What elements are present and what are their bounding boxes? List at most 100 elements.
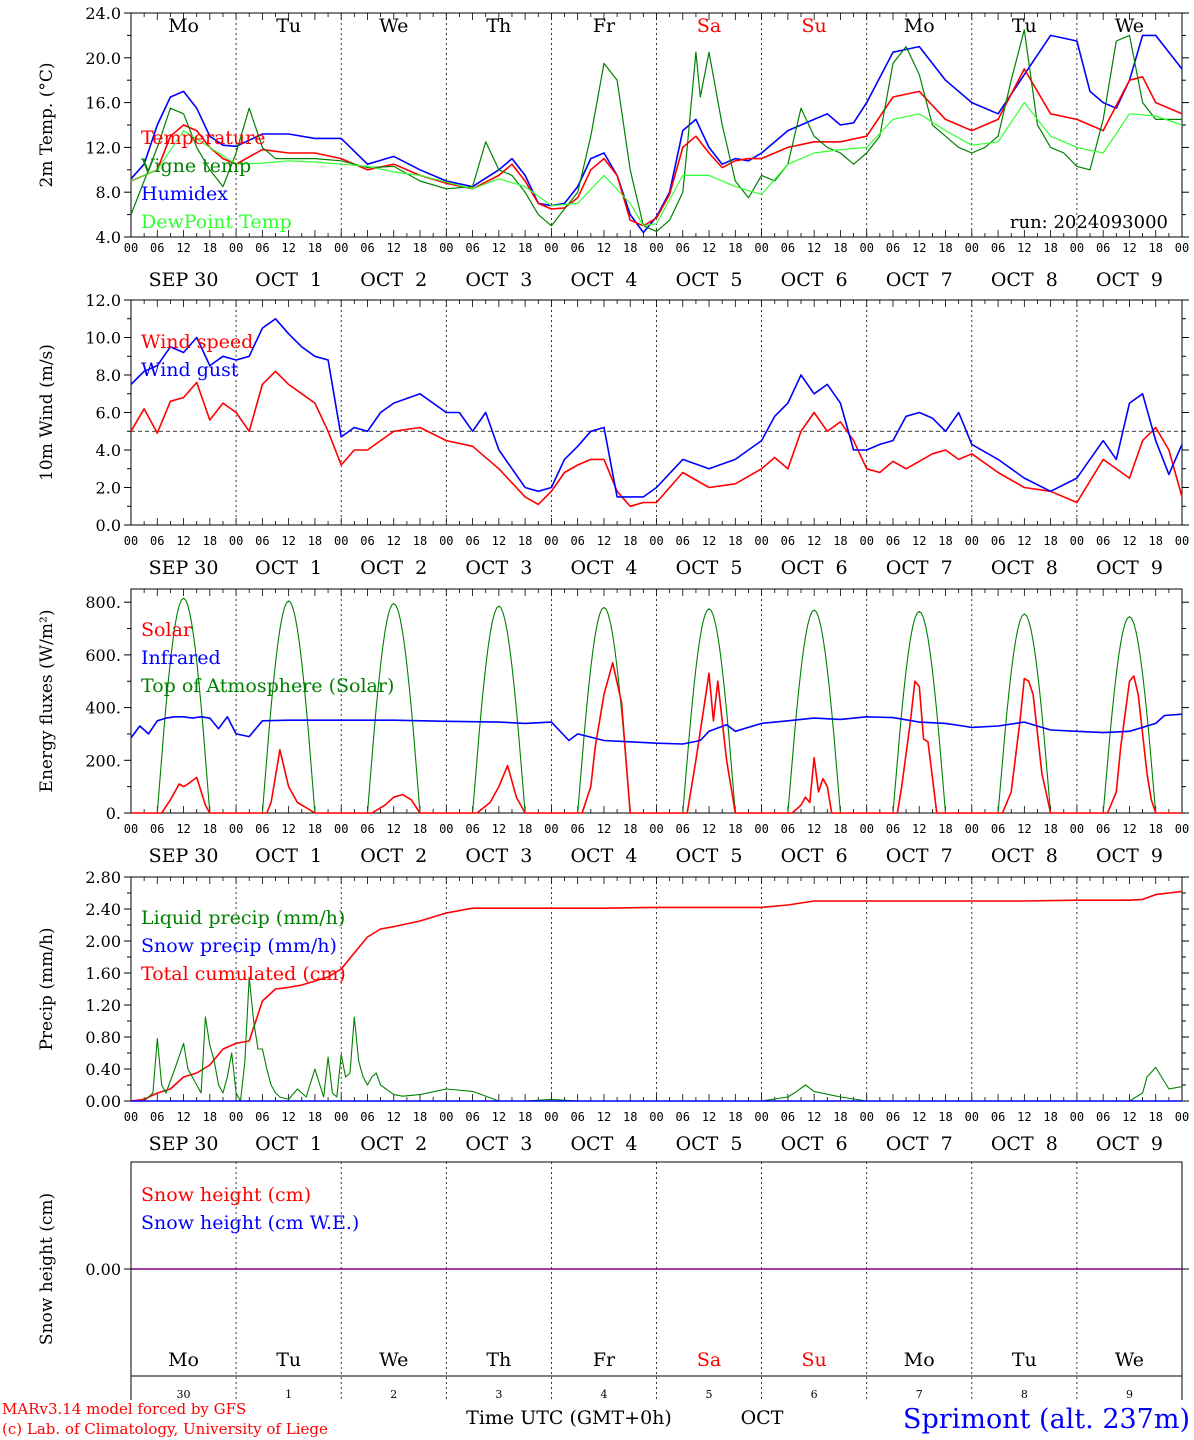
hour-tick-label: 12 [597, 1110, 611, 1124]
y-tick-label: 24.0 [85, 4, 121, 23]
date-label: OCT 8 [991, 557, 1058, 579]
hour-tick-label: 18 [938, 241, 952, 255]
month-label: OCT [741, 1407, 784, 1429]
hour-tick-label: 12 [597, 534, 611, 548]
hour-tick-label: 18 [623, 534, 637, 548]
hour-tick-label: 06 [781, 1110, 795, 1124]
hour-tick-label: 00 [859, 534, 873, 548]
hour-tick-label: 18 [518, 241, 532, 255]
hour-tick-label: 06 [886, 822, 900, 836]
date-label: OCT 6 [781, 1133, 848, 1155]
date-label: OCT 4 [570, 557, 637, 579]
date-label: OCT 3 [465, 269, 532, 291]
hour-tick-label: 00 [439, 1110, 453, 1124]
hour-tick-label: 12 [702, 1110, 716, 1124]
day-number: 30 [177, 1388, 191, 1401]
hour-tick-label: 00 [965, 241, 979, 255]
hour-tick-label: 12 [1122, 241, 1136, 255]
hour-tick-label: 12 [281, 241, 295, 255]
date-label: OCT 2 [360, 269, 427, 291]
series-line-infrared [130, 713, 1183, 745]
hour-tick-label: 06 [150, 241, 164, 255]
y-tick-label: 0.00 [85, 1092, 121, 1111]
hour-tick-label: 00 [334, 241, 348, 255]
date-label: OCT 1 [255, 557, 322, 579]
series-line-temperature [130, 68, 1183, 227]
legend-entry: Liquid precip (mm/h) [141, 907, 345, 929]
legend-entry: Top of Atmosphere (Solar) [141, 675, 394, 697]
hour-tick-label: 00 [965, 534, 979, 548]
y-tick-label: 20.0 [85, 49, 121, 68]
series-line-solar [131, 662, 1182, 814]
legend-entry: Snow height (cm) [141, 1184, 311, 1206]
hour-tick-label: 06 [255, 534, 269, 548]
chart-panel-4: 0.00 0.40 0.80 1.20 1.60 2.00 2.40 2.80 Precip (… [37, 868, 1189, 1155]
hour-tick-label: 12 [702, 822, 716, 836]
date-label: OCT 9 [1096, 1133, 1163, 1155]
day-name: Tu [1012, 15, 1037, 37]
day-name: Su [802, 1349, 827, 1371]
hour-tick-label: 18 [728, 1110, 742, 1124]
hour-tick-label: 18 [623, 822, 637, 836]
date-label: OCT 1 [255, 269, 322, 291]
hour-tick-label: 06 [676, 534, 690, 548]
hour-tick-label: 00 [754, 534, 768, 548]
hour-tick-label: 12 [176, 822, 190, 836]
hour-tick-label: 18 [833, 534, 847, 548]
date-label: OCT 2 [360, 845, 427, 867]
hour-tick-label: 18 [203, 1110, 217, 1124]
date-label: OCT 5 [676, 1133, 743, 1155]
run-label: run: 2024093000 [1010, 212, 1168, 233]
hour-tick-label: 12 [1122, 1110, 1136, 1124]
hour-tick-label: 06 [781, 822, 795, 836]
date-label: OCT 4 [570, 269, 637, 291]
y-tick-label: 0.0 [96, 516, 121, 535]
hour-tick-label: 00 [965, 822, 979, 836]
date-label: SEP 30 [149, 269, 219, 291]
hour-tick-label: 18 [1043, 241, 1057, 255]
hour-tick-label: 06 [255, 241, 269, 255]
day-name: Fr [593, 15, 616, 37]
day-number: 4 [600, 1388, 607, 1401]
hour-tick-label: 00 [334, 534, 348, 548]
hour-tick-label: 18 [413, 1110, 427, 1124]
date-label: OCT 6 [781, 845, 848, 867]
date-label: OCT 7 [886, 269, 953, 291]
hour-tick-label: 12 [176, 534, 190, 548]
hour-tick-label: 18 [413, 241, 427, 255]
x-axis-label: Time UTC (GMT+0h) [466, 1407, 672, 1429]
legend-entry: Wind speed [141, 331, 253, 353]
hour-tick-label: 00 [1070, 534, 1084, 548]
hour-tick-label: 18 [518, 822, 532, 836]
date-label: SEP 30 [149, 845, 219, 867]
hour-tick-label: 00 [965, 1110, 979, 1124]
hour-tick-label: 18 [203, 534, 217, 548]
day-name: Fr [593, 1349, 616, 1371]
model-credit: MARv3.14 model forced by GFS [2, 1400, 246, 1418]
hour-tick-label: 00 [439, 241, 453, 255]
y-axis-label: 2m Temp. (°C) [37, 62, 57, 187]
hour-tick-label: 00 [1175, 1110, 1189, 1124]
hour-tick-label: 12 [807, 534, 821, 548]
hour-tick-label: 06 [1096, 241, 1110, 255]
hour-tick-label: 06 [991, 534, 1005, 548]
legend-entry: Solar [141, 619, 193, 641]
series-line-wind-speed [130, 370, 1183, 508]
hour-tick-label: 18 [203, 822, 217, 836]
day-name: Th [486, 1349, 511, 1371]
legend-entry: Humidex [141, 183, 228, 205]
hour-tick-label: 06 [991, 241, 1005, 255]
y-tick-label: 1.20 [85, 996, 121, 1015]
hour-tick-label: 06 [255, 1110, 269, 1124]
hour-tick-label: 06 [1096, 534, 1110, 548]
hour-tick-label: 18 [623, 241, 637, 255]
hour-tick-label: 06 [150, 534, 164, 548]
hour-tick-label: 18 [1148, 534, 1162, 548]
hour-tick-label: 12 [387, 241, 401, 255]
date-label: OCT 9 [1096, 269, 1163, 291]
hour-tick-label: 00 [1070, 241, 1084, 255]
hour-tick-label: 06 [570, 822, 584, 836]
y-tick-label: 6.0 [96, 404, 121, 423]
hour-tick-label: 06 [150, 1110, 164, 1124]
